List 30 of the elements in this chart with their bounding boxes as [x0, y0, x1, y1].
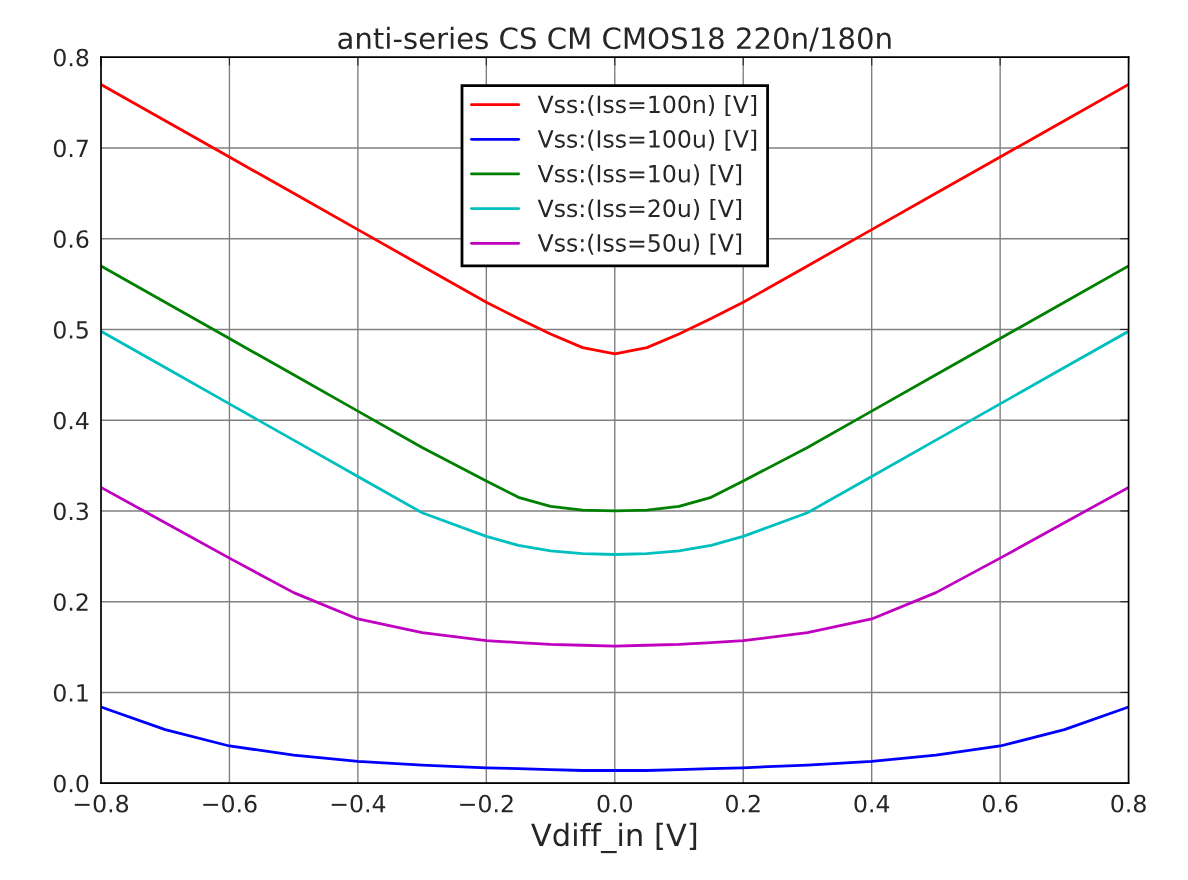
legend-label: Vss:(Iss=10u) [V] — [537, 164, 742, 186]
legend-label: Vss:(Iss=100u) [V] — [537, 129, 757, 151]
x-tick-label: −0.8 — [74, 794, 129, 813]
y-tick-label: 0.0 — [53, 774, 89, 793]
x-tick-label: 0.0 — [597, 794, 632, 813]
legend-label: Vss:(Iss=20u) [V] — [537, 198, 742, 220]
y-tick-label: 0.1 — [53, 683, 88, 702]
x-tick-label: 0.8 — [1111, 794, 1146, 813]
x-tick-label: 0.2 — [726, 794, 760, 813]
line-series — [100, 705, 1129, 772]
y-tick-label: 0.4 — [53, 411, 89, 430]
y-tick-label: 0.8 — [53, 48, 89, 67]
y-tick-label: 0.5 — [53, 320, 88, 339]
x-tick-label: −0.2 — [460, 794, 513, 813]
line-series — [100, 329, 1129, 556]
y-tick-label: 0.7 — [53, 139, 88, 158]
x-tick-label: −0.6 — [203, 794, 257, 813]
x-tick-label: 0.4 — [854, 794, 890, 813]
line-series — [100, 83, 1129, 356]
x-tick-label: −0.4 — [331, 794, 386, 813]
line-series — [100, 485, 1129, 648]
y-tick-label: 0.3 — [53, 502, 88, 521]
x-axis-title: Vdiff_in [V] — [531, 822, 697, 854]
line-series — [100, 264, 1129, 513]
y-tick-label: 0.2 — [53, 593, 88, 612]
x-tick-label: 0.6 — [982, 794, 1018, 813]
y-tick-label: 0.6 — [53, 230, 89, 249]
chart-title: anti-series CS CM CMOS18 220n/180n — [338, 26, 891, 52]
legend-label: Vss:(Iss=100n) [V] — [537, 94, 757, 117]
legend-label: Vss:(Iss=50u) [V] — [537, 233, 742, 255]
